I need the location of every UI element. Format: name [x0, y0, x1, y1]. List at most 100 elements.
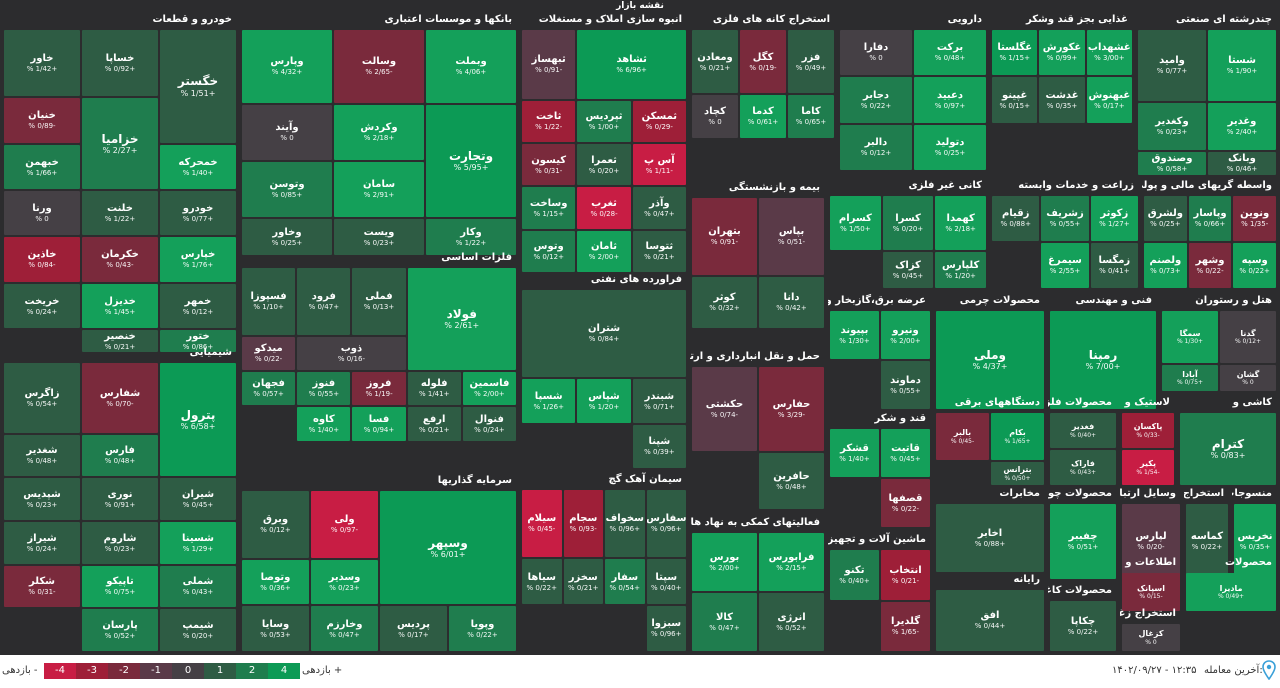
stock-tile[interactable]: فزر +0/49 %	[788, 30, 834, 94]
stock-tile[interactable]: شپاس +1/20 %	[577, 379, 631, 423]
stock-tile[interactable]: زکوثر +1/27 %	[1090, 196, 1138, 241]
stock-tile[interactable]: خاور +1/42 %	[4, 30, 80, 97]
stock-tile[interactable]: بکام +1/65 %	[991, 413, 1044, 460]
stock-tile[interactable]: سیمرغ +2/55 %	[1041, 243, 1089, 288]
stock-tile[interactable]: ثتوسا +0/21 %	[632, 230, 686, 272]
stock-tile[interactable]: کهمدا +2/18 %	[935, 196, 986, 250]
stock-tile[interactable]: دالبر +0/12 %	[840, 124, 912, 170]
stock-tile[interactable]: ورنا 0 %	[4, 191, 80, 236]
stock-tile[interactable]: خلنت +1/22 %	[82, 191, 158, 236]
stock-tile[interactable]: اسپانک -0/15 %	[1122, 573, 1180, 611]
stock-tile[interactable]: فجهان +0/57 %	[242, 371, 296, 406]
stock-tile[interactable]: حکشتی -0/74 %	[692, 367, 757, 451]
stock-tile[interactable]: کماسه +0/22 %	[1186, 504, 1228, 579]
stock-tile[interactable]: وپاسار +0/66 %	[1188, 196, 1232, 241]
stock-tile[interactable]: کسرا +0/20 %	[882, 196, 934, 250]
stock-tile[interactable]: اخابر +0/88 %	[936, 504, 1044, 572]
stock-tile[interactable]: وکار +1/22 %	[426, 218, 516, 255]
stock-tile[interactable]: سیاها +0/22 %	[522, 559, 562, 605]
stock-tile[interactable]: کلپارس +1/20 %	[935, 252, 986, 288]
stock-tile[interactable]: خنیان -0/89 %	[4, 98, 80, 143]
stock-tile[interactable]: فملی +0/13 %	[352, 268, 406, 335]
stock-tile[interactable]: سفار +0/54 %	[605, 559, 645, 605]
stock-tile[interactable]: ختور +0/86 %	[160, 329, 236, 352]
stock-tile[interactable]: شتران +0/84 %	[522, 290, 686, 377]
stock-tile[interactable]: شسپا +1/26 %	[522, 379, 576, 423]
stock-tile[interactable]: زقیام +0/88 %	[992, 196, 1040, 241]
stock-tile[interactable]: شپنا +0/39 %	[632, 424, 686, 468]
stock-tile[interactable]: سپتا +0/40 %	[646, 559, 686, 605]
stock-tile[interactable]: ونوین -1/35 %	[1233, 196, 1276, 241]
stock-tile[interactable]: گشان 0 %	[1220, 365, 1276, 391]
stock-tile[interactable]: دانا +0/42 %	[759, 276, 824, 328]
stock-tile[interactable]: شبندر +0/71 %	[632, 379, 686, 423]
stock-tile[interactable]: ومعادن +0/21 %	[692, 30, 738, 94]
stock-tile[interactable]: شسینا +1/29 %	[160, 521, 236, 564]
stock-tile[interactable]: حفارس -3/29 %	[759, 367, 824, 451]
stock-tile[interactable]: ثغرب -0/28 %	[577, 187, 631, 229]
stock-tile[interactable]: بپیوند +1/30 %	[830, 311, 879, 359]
stock-tile[interactable]: زشریف +0/55 %	[1041, 196, 1089, 241]
stock-tile[interactable]: وپارس +4/32 %	[242, 30, 332, 103]
stock-tile[interactable]: سبزوا +0/96 %	[646, 606, 686, 651]
stock-tile[interactable]: وساخت +1/15 %	[522, 187, 576, 229]
stock-tile[interactable]: رمپنا +7/00 %	[1050, 311, 1156, 409]
stock-tile[interactable]: دتولید +0/25 %	[914, 124, 986, 170]
stock-tile[interactable]: بالبر -0/45 %	[936, 413, 989, 460]
stock-tile[interactable]: کاما +0/65 %	[788, 95, 834, 138]
stock-tile[interactable]: وبملت +4/06 %	[426, 30, 516, 103]
stock-tile[interactable]: وتوصا +0/36 %	[242, 559, 309, 605]
stock-tile[interactable]: کوثر +0/32 %	[692, 276, 757, 328]
stock-tile[interactable]: وغدیر +2/40 %	[1208, 102, 1276, 150]
stock-tile[interactable]: نخریس +0/35 %	[1234, 504, 1276, 579]
stock-tile[interactable]: انتخاب -0/21 %	[881, 550, 930, 600]
stock-tile[interactable]: کگل -0/19 %	[740, 30, 786, 94]
stock-tile[interactable]: ولصنم +0/73 %	[1144, 243, 1187, 288]
stock-tile[interactable]: فنوال +0/24 %	[462, 407, 516, 441]
stock-tile[interactable]: بپاس -0/51 %	[759, 198, 824, 275]
stock-tile[interactable]: ولی -0/97 %	[311, 491, 378, 558]
stock-tile[interactable]: وسدیر +0/23 %	[311, 559, 378, 605]
stock-tile[interactable]: فسا +0/94 %	[352, 407, 406, 441]
stock-tile[interactable]: بورس +2/00 %	[692, 533, 757, 591]
stock-tile[interactable]: غپینو +0/15 %	[992, 77, 1038, 123]
stock-tile[interactable]: سامان +2/91 %	[334, 161, 424, 217]
stock-tile[interactable]: پترول +6/58 %	[160, 363, 236, 477]
stock-tile[interactable]: ارفع +0/21 %	[407, 407, 461, 441]
stock-tile[interactable]: شیمپ +0/20 %	[160, 609, 236, 651]
stock-tile[interactable]: خریخت +0/24 %	[4, 283, 80, 328]
stock-tile[interactable]: وخاور +0/25 %	[242, 218, 332, 255]
stock-tile[interactable]: وتوس +0/12 %	[522, 230, 576, 272]
stock-tile[interactable]: قشکر +1/40 %	[830, 429, 879, 477]
stock-tile[interactable]: شاروم +0/23 %	[82, 521, 158, 564]
stock-tile[interactable]: شپدیس +0/23 %	[4, 478, 80, 520]
stock-tile[interactable]: برکت +0/48 %	[914, 30, 986, 76]
stock-tile[interactable]: فنوز +0/55 %	[297, 371, 351, 406]
stock-tile[interactable]: شستا +1/90 %	[1208, 30, 1276, 101]
stock-tile[interactable]: نوری +0/91 %	[82, 478, 158, 520]
stock-tile[interactable]: فاراک +0/43 %	[1050, 450, 1116, 485]
stock-tile[interactable]: قاتیت +0/45 %	[881, 429, 930, 477]
stock-tile[interactable]: وآیند 0 %	[242, 105, 332, 160]
stock-tile[interactable]: کترام +0/83 %	[1180, 413, 1276, 485]
stock-tile[interactable]: سخواف +0/96 %	[605, 490, 645, 558]
stock-tile[interactable]: غبهنوش +0/17 %	[1086, 77, 1132, 123]
stock-tile[interactable]: وشهر -0/22 %	[1188, 243, 1232, 288]
stock-tile[interactable]: ذوب -0/16 %	[297, 336, 406, 370]
stock-tile[interactable]: پاکسان -0/33 %	[1122, 413, 1174, 448]
stock-tile[interactable]: شیراز +0/24 %	[4, 521, 80, 564]
stock-tile[interactable]: ثعمرا +0/20 %	[577, 144, 631, 186]
stock-tile[interactable]: چفیبر +0/51 %	[1050, 504, 1116, 579]
stock-tile[interactable]: وبرق +0/12 %	[242, 491, 309, 558]
stock-tile[interactable]: شفارس -0/70 %	[82, 363, 158, 433]
stock-tile[interactable]: سجام -0/93 %	[563, 490, 603, 558]
stock-tile[interactable]: گدنا +0/12 %	[1220, 311, 1276, 363]
stock-tile[interactable]: وسایا +0/53 %	[242, 606, 309, 651]
stock-tile[interactable]: سفارس +0/96 %	[646, 490, 686, 558]
stock-tile[interactable]: خودرو +0/77 %	[160, 191, 236, 236]
stock-tile[interactable]: سیلام -0/45 %	[522, 490, 562, 558]
stock-tile[interactable]: غگلستا +1/15 %	[992, 30, 1038, 76]
stock-tile[interactable]: وسالت -2/65 %	[334, 30, 424, 103]
stock-tile[interactable]: چکاپا +0/22 %	[1050, 601, 1116, 651]
stock-tile[interactable]: وملی +4/37 %	[936, 311, 1044, 409]
